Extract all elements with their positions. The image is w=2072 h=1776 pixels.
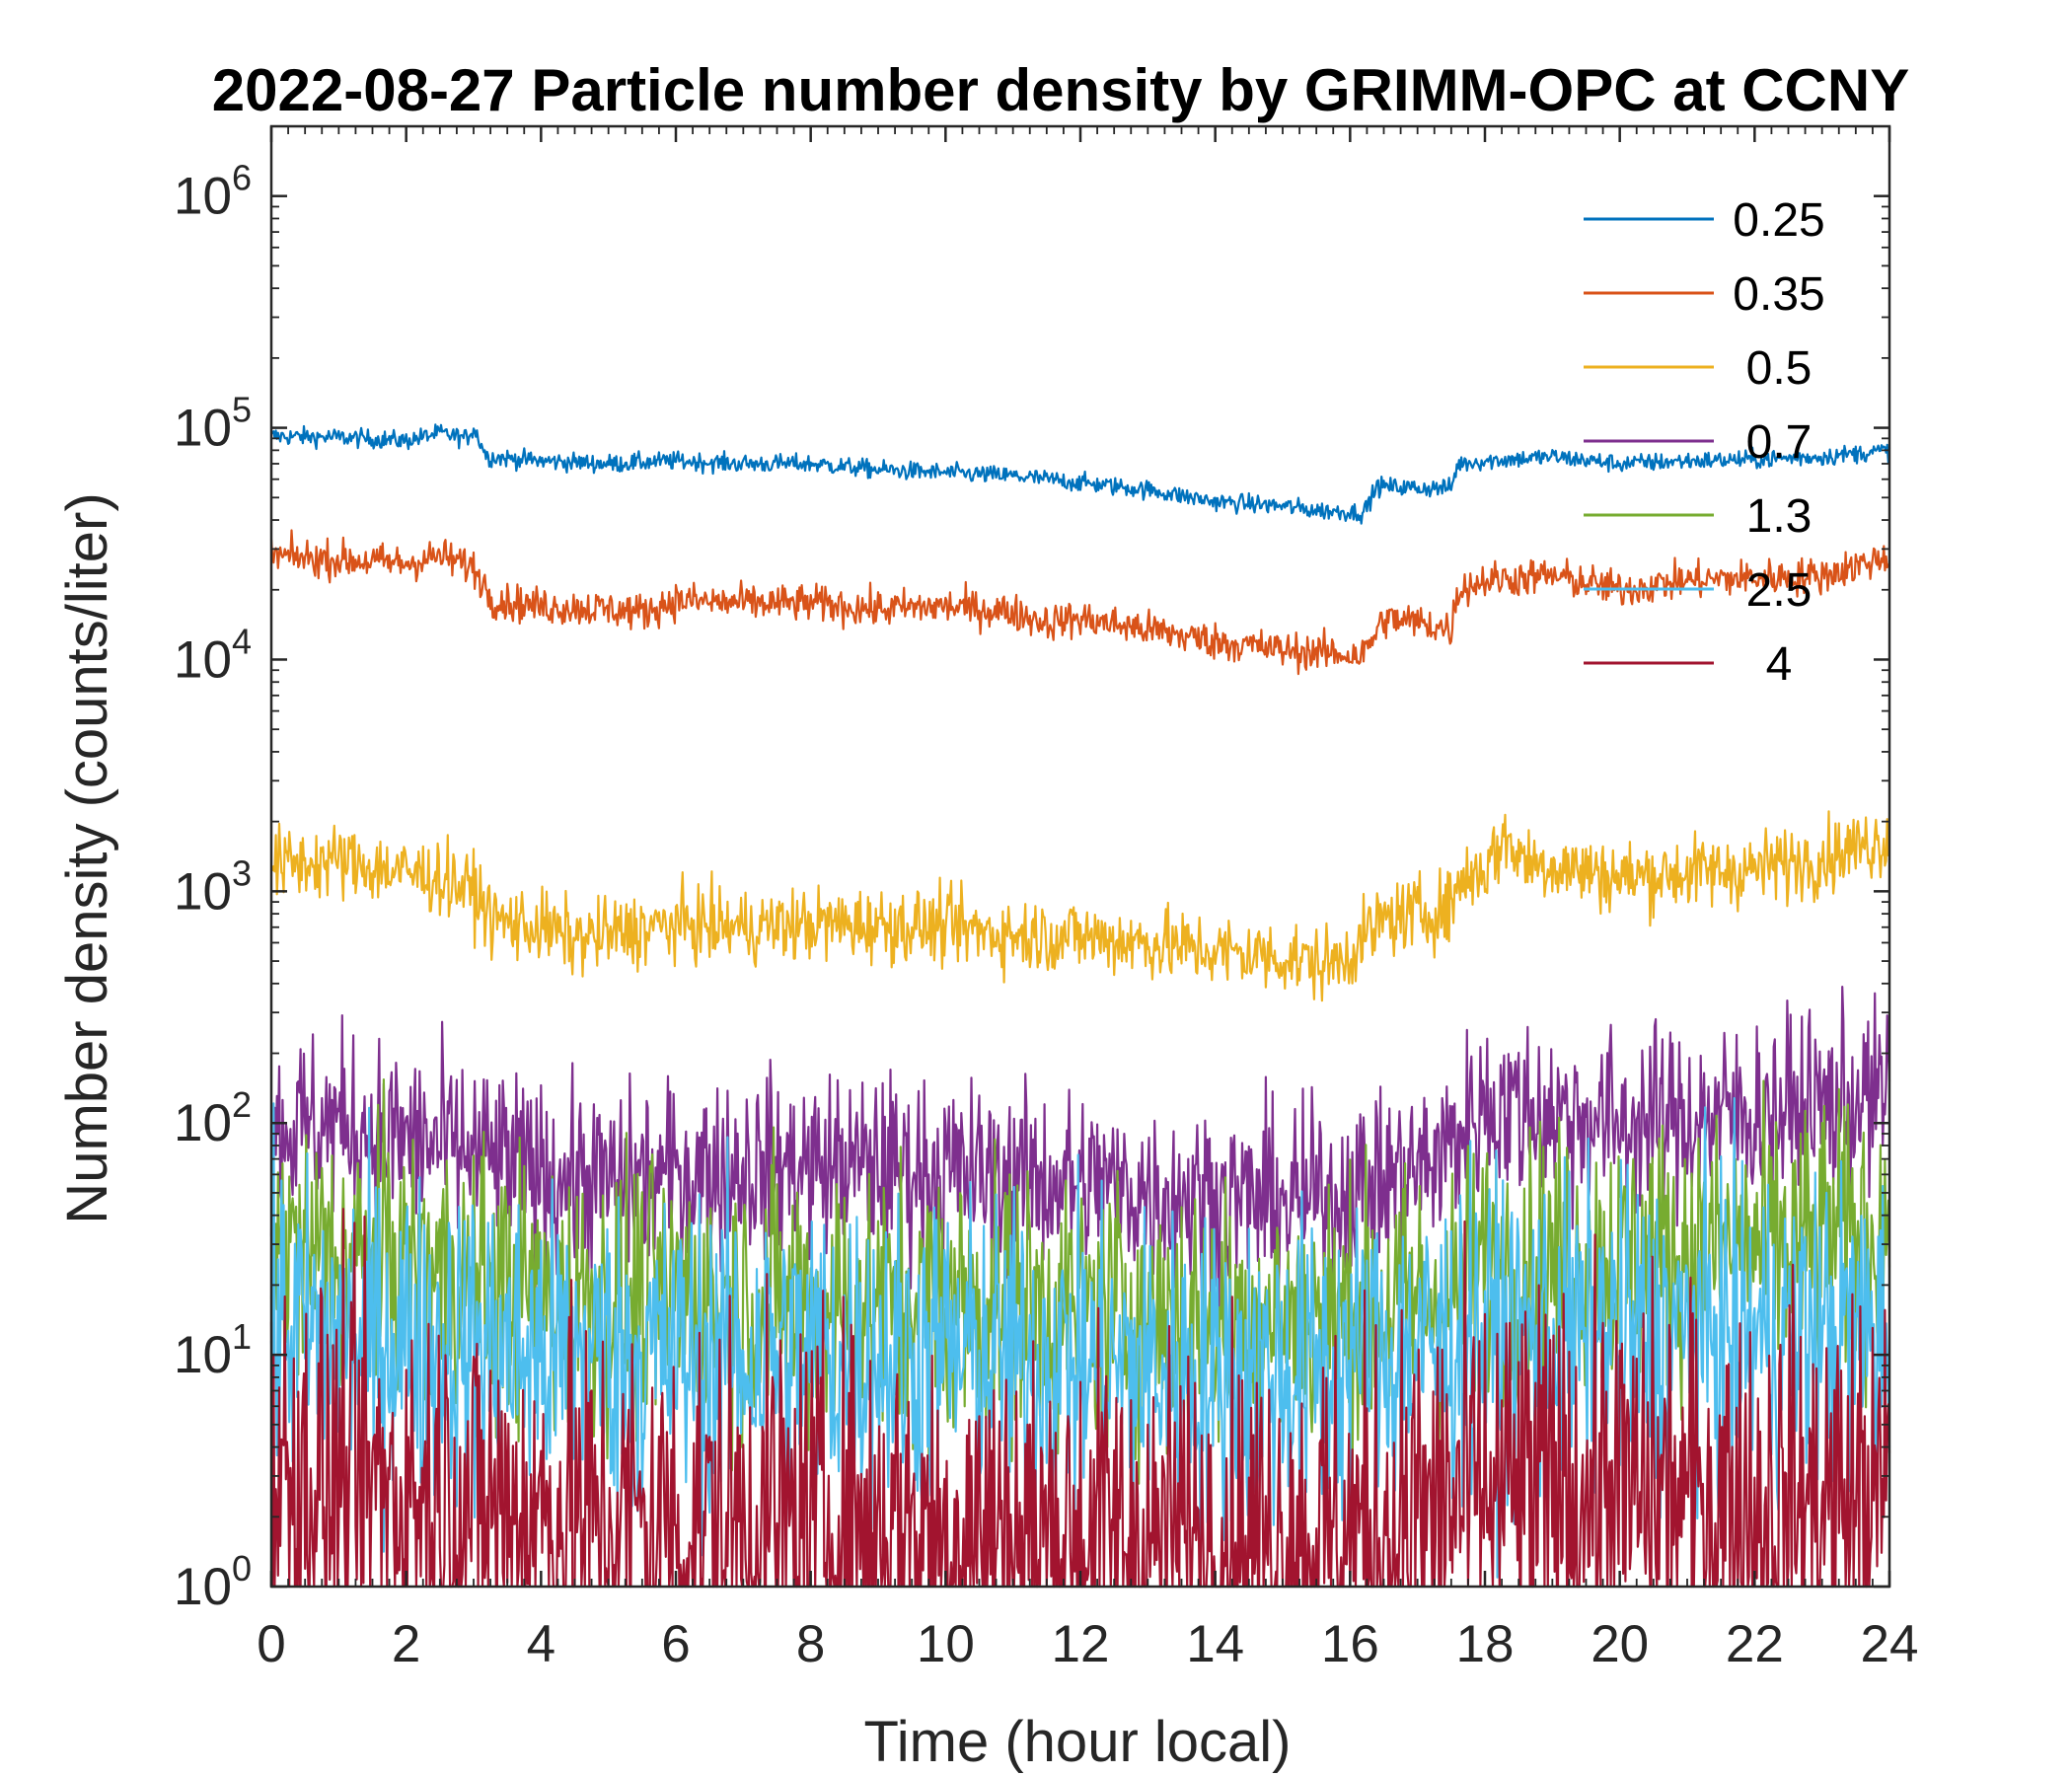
- x-tick-label: 0: [257, 1615, 285, 1673]
- x-tick-label: 12: [1052, 1615, 1110, 1673]
- y-tick-label: 101: [174, 1316, 252, 1384]
- series-line-0.5: [270, 810, 1891, 1002]
- y-tick-label: 106: [174, 158, 252, 226]
- y-tick-label: 102: [174, 1084, 252, 1152]
- series-line-0.35: [269, 529, 1890, 676]
- legend-label-0.25: 0.25: [1733, 194, 1824, 247]
- legend-label-0.5: 0.5: [1746, 342, 1813, 395]
- legend-label-0.7: 0.7: [1746, 416, 1813, 469]
- series-line-0.25: [270, 423, 1891, 525]
- x-tick-label: 22: [1726, 1615, 1784, 1673]
- series-line-0.7: [269, 985, 1891, 1321]
- x-tick-label: 14: [1186, 1615, 1244, 1673]
- series-layer: [269, 423, 1891, 1589]
- x-tick-label: 18: [1456, 1615, 1515, 1673]
- chart-title: 2022-08-27 Particle number density by GR…: [212, 57, 1910, 123]
- y-tick-label: 105: [174, 390, 252, 458]
- x-tick-label: 10: [917, 1615, 975, 1673]
- x-axis-label: Time (hour local): [864, 1710, 1292, 1774]
- axes-layer: 0 2 4 6 8 10 12 14 16 18 20 22 241001011021031041051…: [174, 124, 1919, 1673]
- legend-label-1.3: 1.3: [1746, 490, 1813, 543]
- y-axis-label: Number density (counts/liter): [55, 492, 119, 1223]
- x-tick-label: 2: [392, 1615, 420, 1673]
- x-tick-label: 6: [661, 1615, 690, 1673]
- y-tick-label: 104: [174, 621, 252, 689]
- y-tick-label: 103: [174, 852, 252, 921]
- x-tick-label: 24: [1861, 1615, 1919, 1673]
- x-tick-label: 20: [1591, 1615, 1649, 1673]
- legend-label-0.35: 0.35: [1733, 268, 1824, 321]
- y-tick-label: 100: [174, 1548, 252, 1616]
- legend-label-4: 4: [1766, 638, 1793, 691]
- x-tick-label: 16: [1321, 1615, 1379, 1673]
- x-tick-label: 4: [527, 1615, 555, 1673]
- x-tick-label: 8: [796, 1615, 825, 1673]
- legend-label-2.5: 2.5: [1746, 564, 1813, 617]
- series-line-4: [269, 1208, 1891, 1589]
- legend: 0.25 0.35 0.5 0.7 1.3 2.5 4: [1584, 194, 1825, 691]
